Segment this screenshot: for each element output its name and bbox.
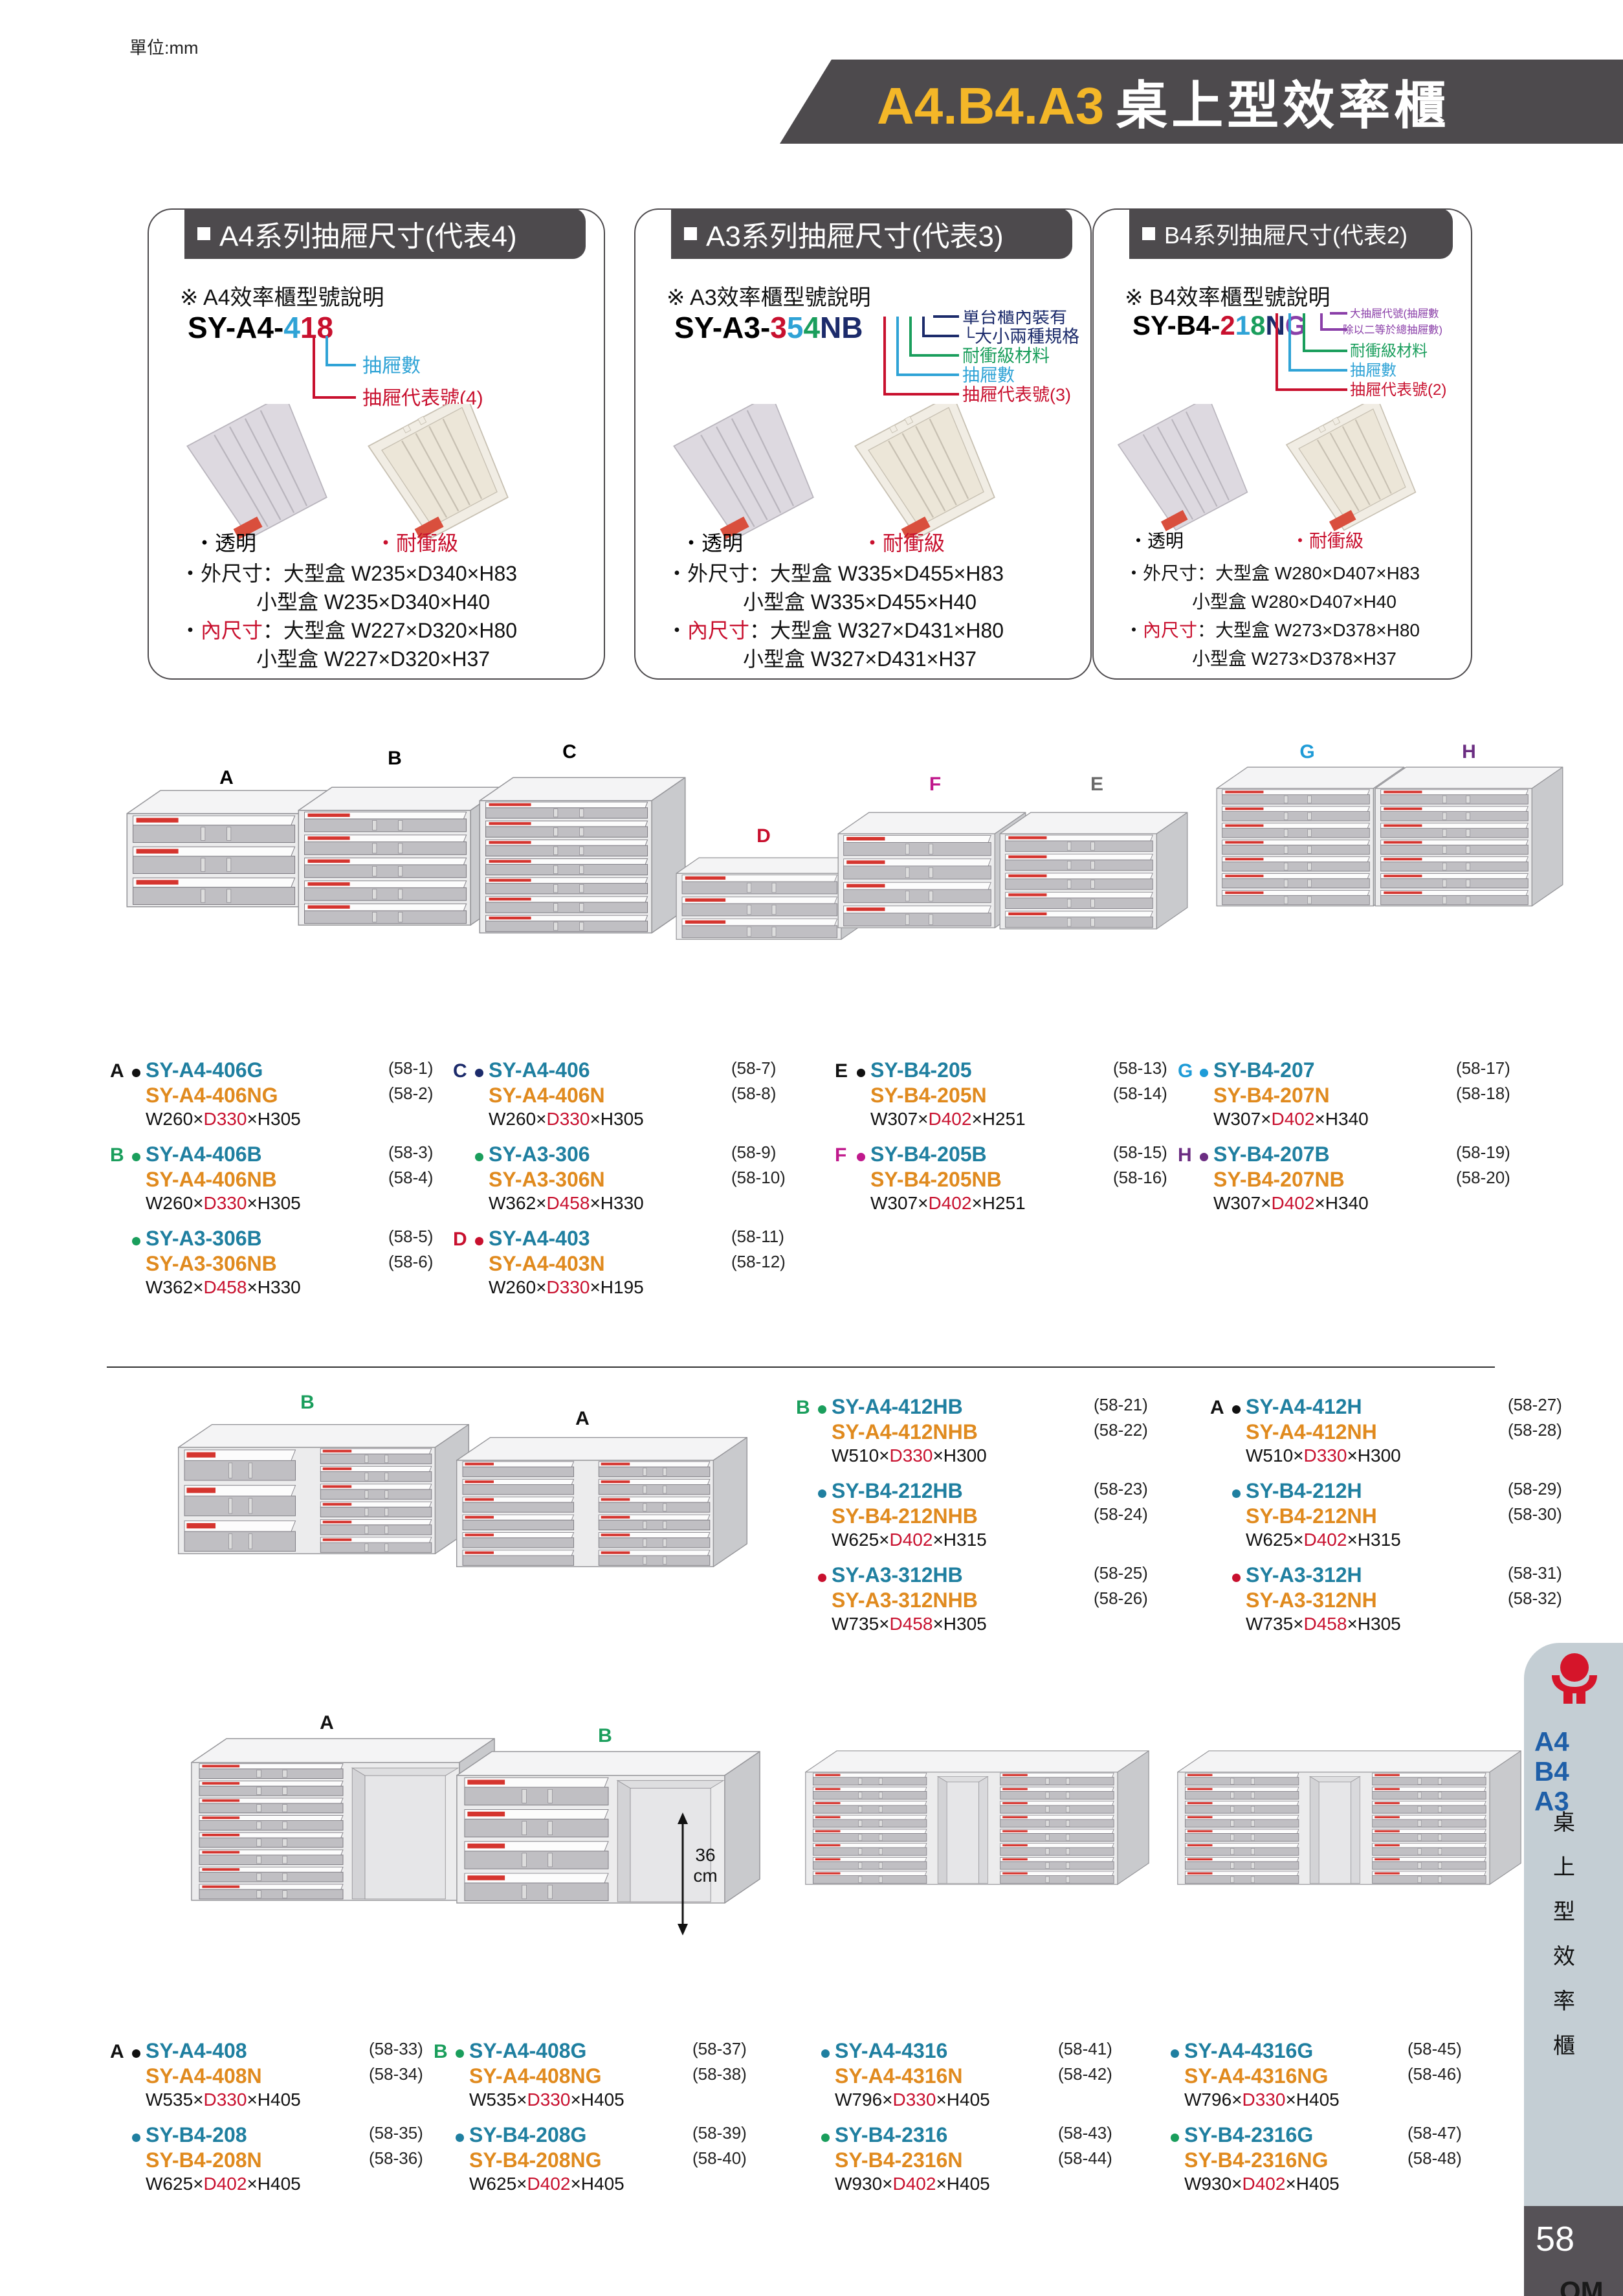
svg-text:└大小兩種規格: └大小兩種規格 xyxy=(962,326,1079,346)
svg-text:抽屜代表號(3): 抽屜代表號(3) xyxy=(962,385,1071,405)
svg-text:耐衝級材料: 耐衝級材料 xyxy=(1350,342,1428,360)
svg-text:大抽屜代號(抽屜數: 大抽屜代號(抽屜數 xyxy=(1350,307,1439,320)
svg-text:抽屜數: 抽屜數 xyxy=(962,366,1015,385)
svg-text:抽屜代表號(2): 抽屜代表號(2) xyxy=(1350,381,1446,399)
svg-text:單台櫃內裝有: 單台櫃內裝有 xyxy=(962,310,1067,327)
svg-text:除以二等於總抽屜數): 除以二等於總抽屜數) xyxy=(1343,324,1442,336)
svg-text:抽屜數: 抽屜數 xyxy=(1350,362,1397,379)
svg-text:耐衝級材料: 耐衝級材料 xyxy=(962,346,1050,366)
svg-text:抽屜數: 抽屜數 xyxy=(362,355,421,377)
